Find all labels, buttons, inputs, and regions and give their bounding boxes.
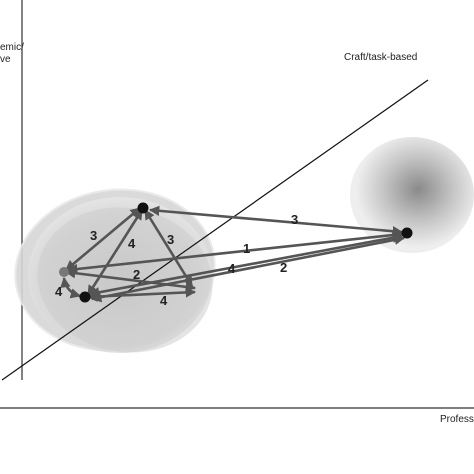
node-e bbox=[401, 227, 413, 239]
edge-b-e-2 bbox=[90, 234, 406, 303]
edge-label-a-c: 3 bbox=[90, 228, 97, 243]
diagonal-axis-label: Craft/task-based bbox=[344, 52, 418, 63]
left-cluster-group bbox=[14, 188, 216, 353]
edge-label-a-d: 3 bbox=[167, 232, 174, 247]
vertical-axis-label-line1: emic/ bbox=[0, 42, 24, 53]
edge-label-c-b: 4 bbox=[55, 284, 63, 299]
edge-label-b-e-1: 4 bbox=[228, 261, 236, 276]
vertical-axis-label-line2: ve bbox=[0, 54, 11, 65]
edge-label-a-b: 4 bbox=[128, 236, 136, 251]
edge-label-b-e-2: 2 bbox=[280, 260, 287, 275]
edge-label-c-d: 2 bbox=[133, 267, 140, 282]
horizontal-axis-label: Profess bbox=[440, 414, 474, 425]
edge-c-b-loop bbox=[60, 276, 81, 299]
edge-label-c-e: 1 bbox=[243, 241, 250, 256]
node-b bbox=[79, 291, 91, 303]
edge-a-e bbox=[148, 205, 404, 237]
node-c bbox=[59, 267, 69, 277]
edge-label-b-d: 4 bbox=[160, 293, 168, 308]
right-cluster bbox=[350, 137, 474, 253]
node-a bbox=[137, 202, 149, 214]
edge-label-a-e: 3 bbox=[291, 212, 298, 227]
